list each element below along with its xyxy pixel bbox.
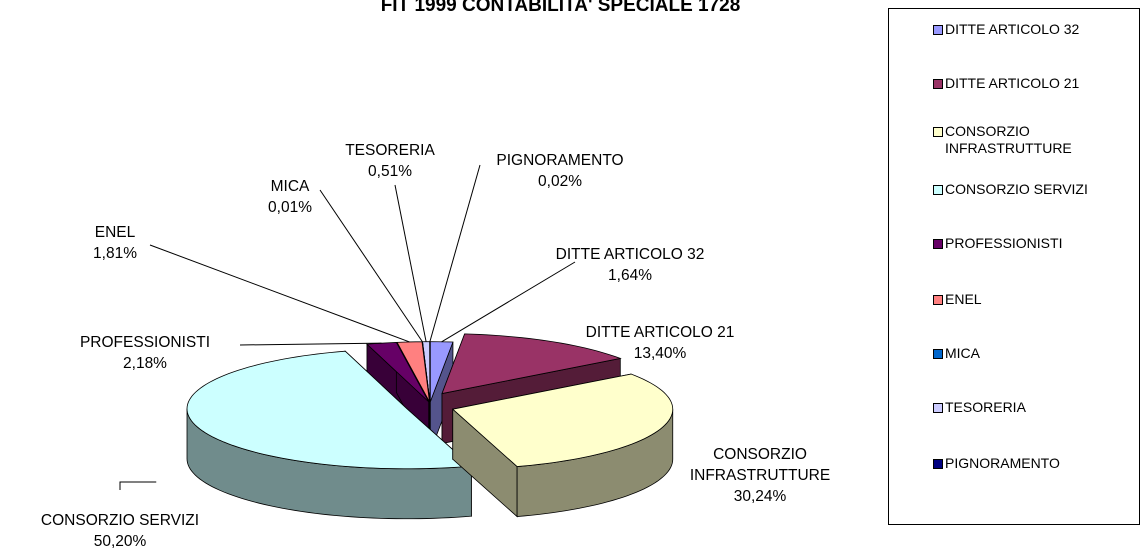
slice <box>186 350 473 520</box>
legend-swatch <box>933 349 943 359</box>
data-label-value: 50,20% <box>93 533 147 550</box>
legend-swatch <box>933 79 943 89</box>
chart-title: FIT 1999 CONTABILITA' SPECIALE 1728 <box>380 0 741 16</box>
leader-line <box>429 164 481 342</box>
leader-line <box>239 342 382 346</box>
data-label-value: 2,18% <box>123 355 167 372</box>
title-box: FIT 1999 CONTABILITA' SPECIALE 1728 <box>0 0 1141 17</box>
data-label-name: PROFESSIONISTI <box>79 334 211 351</box>
legend-swatch <box>933 127 943 137</box>
legend-swatch <box>933 25 943 35</box>
legend-label: CONSORZIO INFRASTRUTTURE <box>945 123 1072 156</box>
slice-top <box>186 350 473 470</box>
leader-line <box>441 261 576 343</box>
slice-top <box>429 341 454 402</box>
legend-label: DITTE ARTICOLO 21 <box>945 75 1080 91</box>
legend-swatch <box>933 185 943 195</box>
pie-area <box>119 164 674 520</box>
data-label-value: 1,81% <box>93 245 137 262</box>
data-label-name: DITTE ARTICOLO 21 <box>585 324 735 341</box>
legend-label: PROFESSIONISTI <box>945 235 1063 251</box>
slice-top <box>441 333 622 395</box>
leader-line <box>149 244 410 343</box>
legend-swatch <box>933 403 943 413</box>
legend-label: PIGNORAMENTO <box>945 455 1060 471</box>
slice <box>451 373 674 518</box>
slice-top <box>451 373 674 467</box>
data-label: CONSORZIO SERVIZI 50,20% <box>41 510 199 552</box>
data-label: TESORERIA 0,51% <box>345 140 435 182</box>
leader-line <box>319 189 423 343</box>
leader-line <box>119 481 157 490</box>
data-label: PIGNORAMENTO 0,02% <box>496 150 623 192</box>
data-label-value: 30,24% <box>733 488 787 505</box>
data-label-value: 0,02% <box>538 173 582 190</box>
data-label: ENEL 1,81% <box>93 222 137 264</box>
data-label-value: 0,01% <box>268 199 312 216</box>
data-label-name: ENEL <box>94 224 136 241</box>
legend-swatch <box>933 295 943 305</box>
data-label: DITTE ARTICOLO 32 1,64% <box>556 244 705 286</box>
data-label: DITTE ARTICOLO 21 13,40% <box>586 322 735 364</box>
legend-label: DITTE ARTICOLO 32 <box>945 21 1080 37</box>
data-label-name: DITTE ARTICOLO 32 <box>555 246 705 263</box>
legend-swatch <box>933 459 943 469</box>
legend-label: TESORERIA <box>945 399 1026 415</box>
data-label-name: MICA <box>270 178 310 195</box>
legend-label: ENEL <box>945 291 982 307</box>
data-label-name: CONSORZIO INFRASTRUTTURE <box>689 446 831 484</box>
data-label-name: CONSORZIO SERVIZI <box>40 512 200 529</box>
data-label-value: 0,51% <box>368 163 412 180</box>
data-label-value: 1,64% <box>608 267 652 284</box>
data-label-value: 13,40% <box>633 345 687 362</box>
data-label: CONSORZIO INFRASTRUTTURE 30,24% <box>665 444 855 507</box>
data-label: PROFESSIONISTI 2,18% <box>80 332 210 374</box>
legend-swatch <box>933 239 943 249</box>
data-label: MICA 0,01% <box>268 176 312 218</box>
legend: DITTE ARTICOLO 32 DITTE ARTICOLO 21 CONSOR… <box>888 8 1140 525</box>
data-label-name: TESORERIA <box>345 142 435 159</box>
legend-label: CONSORZIO SERVIZI <box>945 181 1088 197</box>
data-label-name: PIGNORAMENTO <box>496 152 624 169</box>
leader-line <box>394 184 427 342</box>
legend-label: MICA <box>945 345 980 361</box>
